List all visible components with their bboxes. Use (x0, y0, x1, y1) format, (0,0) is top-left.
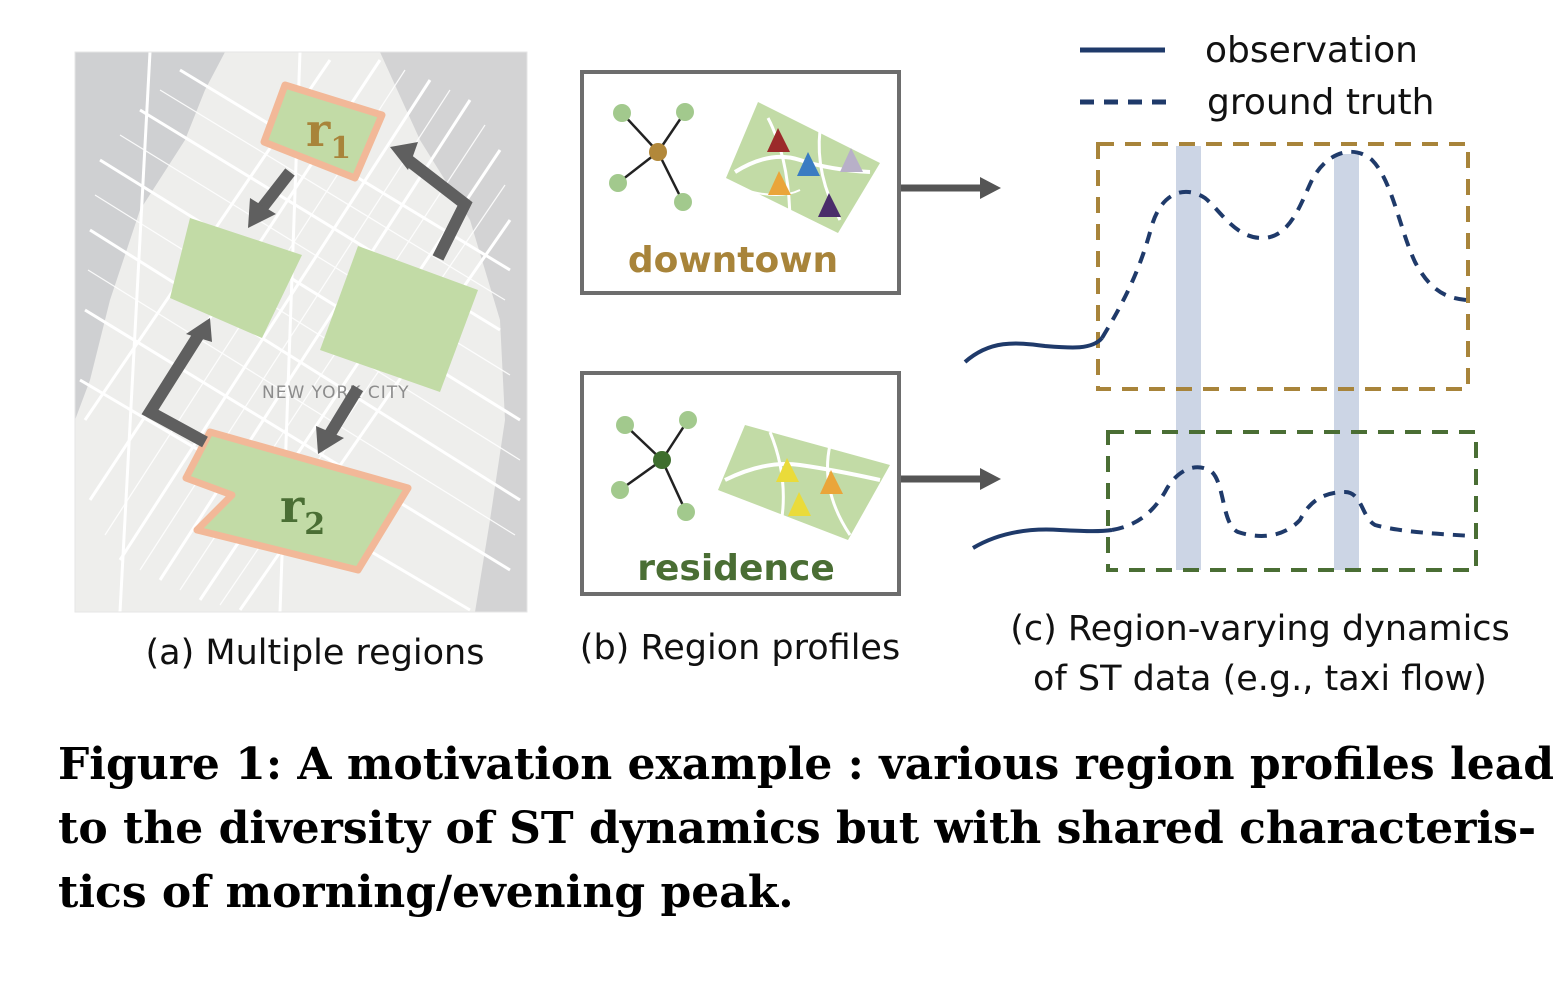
map-city-label: NEW YORK CITY (262, 383, 410, 403)
caption-panel-c: (c) Region-varying dynamics of ST data (… (960, 604, 1556, 704)
regions: r1 r2 (170, 81, 478, 574)
figure-caption-line-3: tics of morning/evening peak. (58, 867, 794, 918)
caption-panel-b: (b) Region profiles (579, 628, 901, 668)
figure-caption: Figure 1: A motivation example : various… (58, 733, 1554, 925)
region-r2-shape (182, 428, 412, 574)
region-plain-right (320, 246, 478, 392)
map-poi-icon (718, 425, 890, 540)
arrow-head-3 (186, 318, 212, 342)
map-water-right (380, 52, 527, 612)
peak-band-morning (1176, 146, 1201, 570)
residence-dynamics-box (1106, 430, 1478, 572)
caption-panel-c-line-1: (c) Region-varying dynamics (1010, 609, 1510, 649)
region-r2-label: r2 (280, 479, 325, 542)
figure-caption-line-1: Figure 1: A motivation example : various… (58, 739, 1554, 790)
arrow-head-2 (390, 142, 418, 170)
legend-observation: observation (1205, 30, 1418, 71)
peak-band-evening (1334, 154, 1359, 570)
caption-panel-a: (a) Multiple regions (145, 633, 485, 673)
map-water-left (75, 52, 225, 420)
figure-caption-line-2: to the diversity of ST dynamics but with… (58, 803, 1537, 854)
map-poi-icon (726, 102, 880, 233)
residence-ground-truth-line (1111, 465, 1473, 538)
arrow-head-1 (248, 198, 276, 228)
map-flow-arrows (141, 155, 473, 448)
profile-downtown-label: downtown (628, 240, 838, 281)
profile-downtown: downtown (580, 70, 901, 295)
residence-observation-line (971, 527, 1113, 550)
downtown-dynamics-box (1096, 142, 1470, 391)
figure-graphic: NEW YORK CITY r1 r2 (74, 30, 1478, 613)
legend-ground-truth: ground truth (1207, 82, 1434, 123)
legend: observation ground truth (1080, 30, 1434, 123)
profile-arrows (901, 177, 1001, 490)
profile-residence: residence (580, 371, 901, 596)
arrow-head-4 (316, 426, 344, 454)
region-r1-label: r1 (306, 103, 351, 166)
downtown-ground-truth-line (1100, 149, 1467, 340)
profile-residence-label: residence (637, 548, 835, 589)
downtown-observation-line (963, 336, 1104, 364)
caption-panel-c-line-2: of ST data (e.g., taxi flow) (1033, 659, 1487, 699)
region-r1-shape (260, 81, 386, 182)
region-plain-left (170, 218, 302, 338)
